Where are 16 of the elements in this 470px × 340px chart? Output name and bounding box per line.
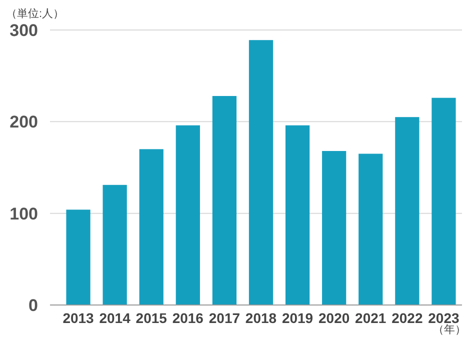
y-axis-title: （単位:人） (6, 8, 64, 20)
x-axis-title: （年） (433, 324, 466, 336)
x-tick-label: 2018 (245, 310, 277, 326)
x-tick-label: 2016 (172, 310, 204, 326)
x-tick-label: 2019 (282, 310, 314, 326)
x-tick-label: 2014 (99, 310, 131, 326)
x-tick-label: 2020 (318, 310, 350, 326)
ytick: 300 (10, 21, 38, 40)
x-tick-label: 2017 (208, 310, 240, 326)
x-tick-label: 2022 (392, 310, 423, 326)
ytick: 100 (10, 204, 38, 224)
x-tick-label: 2015 (136, 310, 168, 326)
x-tick-label: 2013 (62, 310, 94, 326)
ytick: 0 (28, 296, 38, 315)
ytick: 200 (10, 112, 38, 132)
x-tick-label: 2021 (355, 310, 386, 326)
